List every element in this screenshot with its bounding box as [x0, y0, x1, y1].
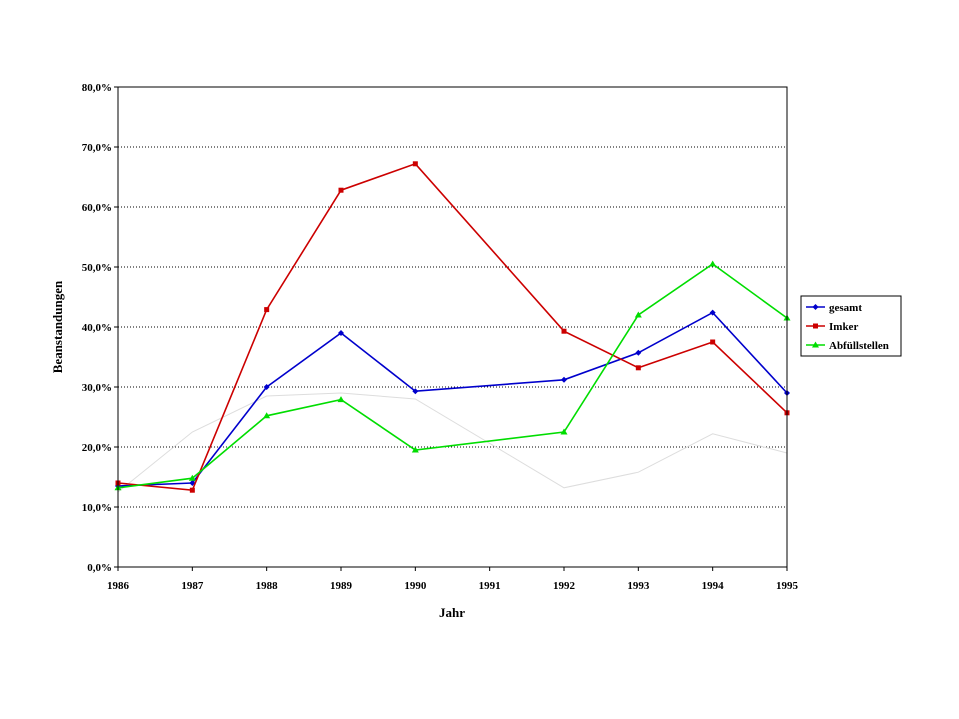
y-tick-label: 80,0% [82, 82, 112, 94]
data-point-square [412, 161, 418, 167]
y-tick-label: 40,0% [82, 322, 112, 334]
x-axis-title: Jahr [439, 605, 465, 620]
series-line-unlabeled [117, 392, 788, 493]
data-point-square [710, 339, 716, 345]
data-point-triangle [709, 260, 717, 267]
y-tick-label: 30,0% [82, 382, 112, 394]
legend-label: Abfüllstellen [829, 340, 889, 352]
plot-area-border [117, 86, 788, 568]
data-point-diamond [263, 384, 270, 390]
x-tick-label: 1990 [404, 580, 427, 592]
data-point-square [338, 187, 344, 193]
data-point-square [813, 323, 818, 329]
x-tick-label: 1986 [107, 580, 130, 592]
legend-label: gesamt [829, 302, 862, 314]
x-tick-label: 1992 [553, 580, 576, 592]
y-tick-label: 50,0% [82, 262, 112, 274]
y-tick-label: 60,0% [82, 202, 112, 214]
data-point-triangle [560, 428, 568, 435]
x-tick-label: 1994 [702, 580, 725, 592]
data-point-diamond [709, 309, 716, 316]
x-axis-tick-labels: 1986 1987 1988 1989 1990 1991 1992 1993 1994 1995 [107, 580, 799, 592]
x-tick-label: 1988 [256, 580, 279, 592]
data-point-square [561, 328, 567, 334]
data-point-square [264, 307, 270, 313]
data-point-square [189, 487, 195, 493]
data-point-diamond [561, 376, 567, 383]
y-tick-label: 10,0% [82, 502, 112, 514]
x-tick-label: 1991 [479, 580, 501, 592]
x-tick-label: 1987 [181, 580, 204, 592]
series-line-abfüllstellen [117, 263, 788, 489]
y-tick-label: 20,0% [82, 442, 112, 454]
x-tick-label: 1995 [776, 580, 799, 592]
y-tick-label: 70,0% [82, 142, 112, 154]
legend: gesamt Imker Abfüllstellen [800, 295, 902, 357]
data-point-triangle [812, 341, 819, 348]
data-point-diamond [338, 330, 344, 336]
data-point-diamond [412, 388, 419, 395]
series-lines [114, 161, 791, 493]
x-tick-label: 1989 [330, 580, 353, 592]
data-point-square [635, 365, 641, 371]
data-point-triangle [263, 412, 271, 419]
y-tick-label: 0,0% [87, 562, 112, 574]
legend-label: Imker [829, 321, 858, 333]
data-point-diamond [635, 349, 642, 356]
data-point-triangle [337, 396, 345, 403]
series-line-gesamt [117, 311, 788, 487]
x-tick-label: 1993 [627, 580, 650, 592]
y-axis-title: Beanstandungen [50, 280, 65, 373]
y-axis-tick-labels: 0,0% 10,0% 20,0% 30,0% 40,0% 50,0% 60,0% 70,0% 8… [82, 82, 112, 574]
data-point-triangle [634, 311, 642, 318]
gridlines [114, 86, 788, 571]
data-point-triangle [188, 474, 196, 481]
data-point-diamond [812, 304, 819, 310]
data-point-triangle [411, 446, 419, 453]
